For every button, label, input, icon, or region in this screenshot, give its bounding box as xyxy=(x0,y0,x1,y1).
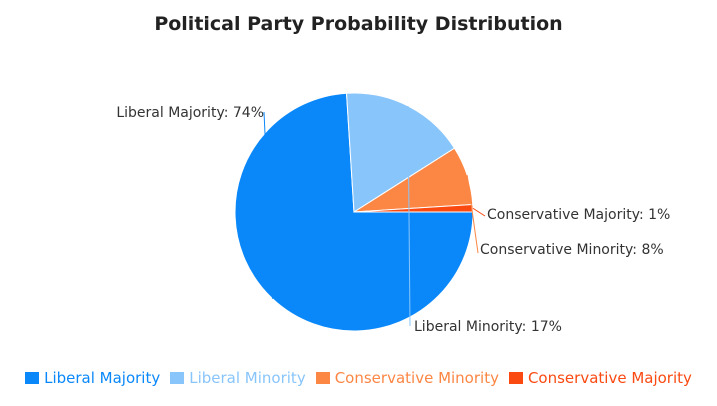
pie-slice-conservative-majority[interactable] xyxy=(353,203,474,213)
legend: Liberal Majority Liberal Minority Conserva… xyxy=(0,369,717,387)
slice-label-liberal-minority: Liberal Minority: 17% xyxy=(414,319,562,335)
leader-line-liberal-minority xyxy=(407,105,411,327)
pie-slices xyxy=(234,92,474,332)
label-leaders xyxy=(263,105,486,327)
legend-item-liberal-minority[interactable]: Liberal Minority xyxy=(170,369,306,387)
chart-title: Political Party Probability Distribution xyxy=(154,13,563,35)
legend-swatch-liberal-minority xyxy=(170,372,185,384)
slice-label-conservative-minority: Conservative Minority: 8% xyxy=(480,242,664,258)
legend-swatch-liberal-majority xyxy=(25,372,40,384)
leader-line-liberal-majority xyxy=(263,111,274,299)
legend-item-conservative-minority[interactable]: Conservative Minority xyxy=(315,369,499,387)
legend-item-liberal-majority[interactable]: Liberal Majority xyxy=(25,369,160,387)
legend-label-liberal-minority: Liberal Minority xyxy=(189,369,306,387)
legend-label-liberal-majority: Liberal Majority xyxy=(44,369,161,387)
slice-labels: Liberal Majority: 74% Liberal Minority: 1… xyxy=(116,105,670,335)
leader-line-conservative-majority xyxy=(472,207,486,217)
legend-item-conservative-majority[interactable]: Conservative Majority xyxy=(508,369,692,387)
slice-label-liberal-majority: Liberal Majority: 74% xyxy=(116,105,264,121)
legend-swatch-conservative-majority xyxy=(508,372,523,384)
legend-swatch-conservative-minority xyxy=(315,372,330,384)
leader-line-conservative-minority xyxy=(466,175,479,254)
legend-label-conservative-majority: Conservative Majority xyxy=(527,369,692,387)
slice-label-conservative-majority: Conservative Majority: 1% xyxy=(487,207,670,223)
legend-label-conservative-minority: Conservative Minority xyxy=(334,369,499,387)
